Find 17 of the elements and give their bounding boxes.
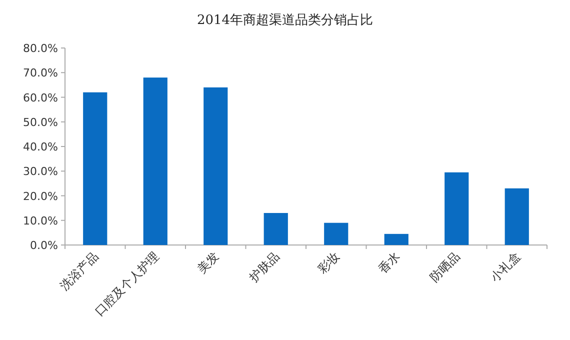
y-tick-label: 20.0% [23,190,58,203]
x-tick-label: 护肤品 [246,249,282,286]
x-tick-label: 香水 [376,249,402,276]
y-tick-label: 60.0% [23,91,58,104]
y-tick-label: 80.0% [23,42,58,55]
x-tick-label: 洗浴产品 [57,249,102,294]
y-tick-label: 40.0% [23,140,58,154]
x-tick-label: 防晒品 [427,249,463,285]
y-tick-label: 30.0% [23,165,58,178]
title: 2014年商超渠道品类分销占比 [196,13,374,28]
x-tick-label: 彩妆 [315,249,342,276]
y-tick-label: 0.0% [30,239,58,252]
x-tick-label: 小礼盒 [488,249,523,285]
x-tick-label: 美发 [194,249,222,276]
y-tick-label: 10.0% [23,214,58,228]
y-tick-label: 50.0% [23,116,58,129]
y-tick-label: 70.0% [23,66,58,80]
